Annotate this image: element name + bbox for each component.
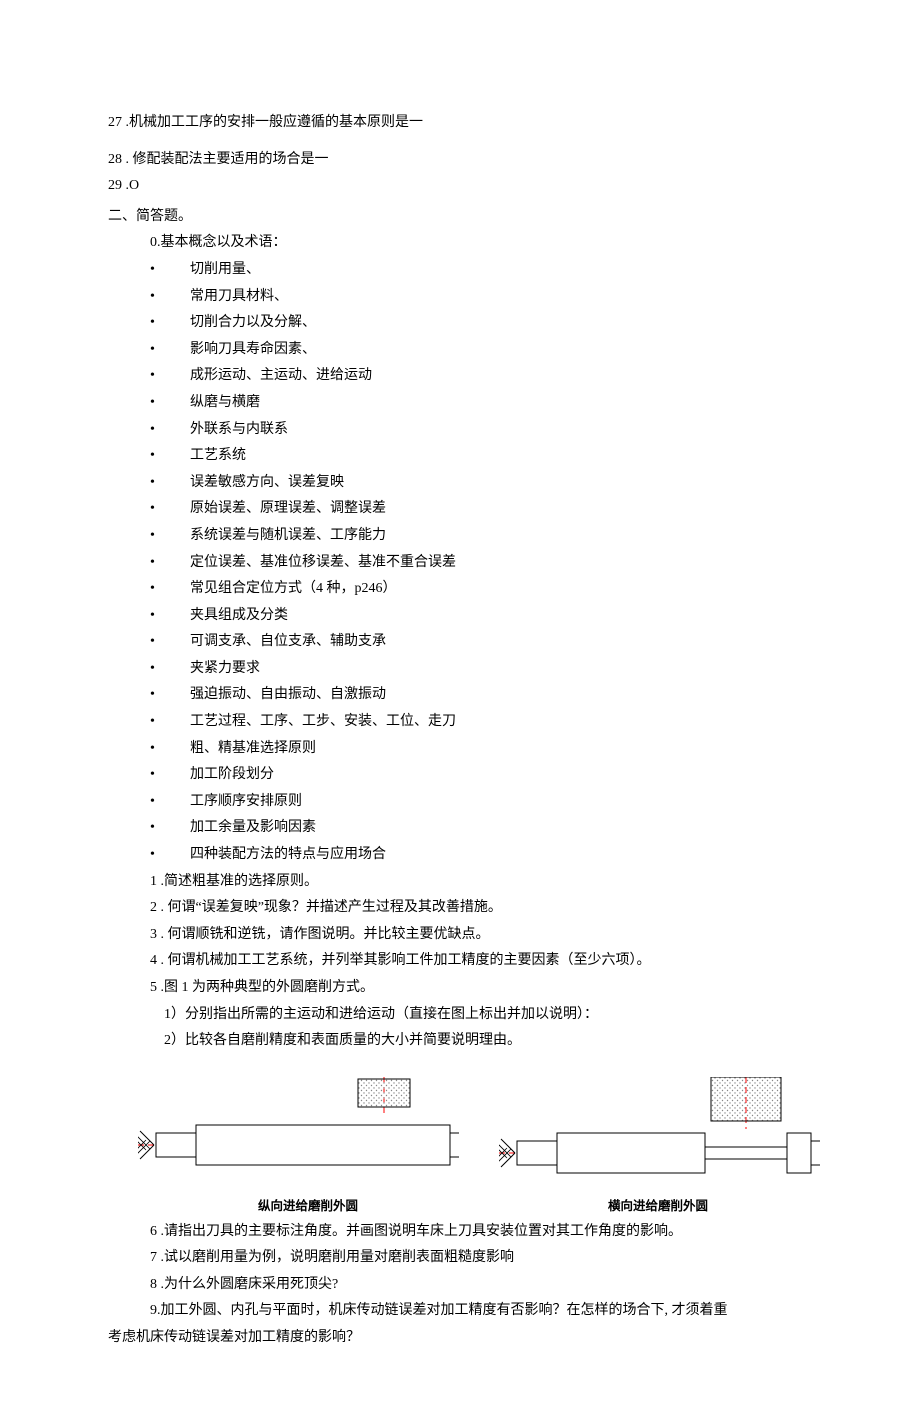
list-item-text: 加工余量及影响因素 xyxy=(190,815,316,842)
document-page: 27 .机械加工工序的安排一般应遵循的基本原则是一 28 . 修配装配法主要适用… xyxy=(0,0,920,1412)
list-item: •外联系与内联系 xyxy=(150,417,820,444)
question-28: 28 . 修配装配法主要适用的场合是一 xyxy=(108,147,820,174)
question-8: 8 .为什么外圆磨床采用死顶尖? xyxy=(150,1272,820,1299)
question-5-sub1: 1）分别指出所需的主运动和进给运动（直接在图上标出并加以说明）： xyxy=(164,1002,820,1029)
bullet-icon: • xyxy=(150,603,190,630)
list-item-text: 四种装配方法的特点与应用场合 xyxy=(190,842,386,869)
bullet-icon: • xyxy=(150,842,190,869)
grinding-diagrams xyxy=(138,1077,820,1187)
bullet-icon: • xyxy=(150,736,190,763)
diagram-captions: 纵向进给磨削外圆 横向进给磨削外圆 xyxy=(108,1195,820,1219)
list-item: •工艺系统 xyxy=(150,443,820,470)
list-item: •强迫振动、自由振动、自激振动 xyxy=(150,682,820,709)
list-item: •夹具组成及分类 xyxy=(150,603,820,630)
bullet-icon: • xyxy=(150,284,190,311)
bullet-icon: • xyxy=(150,310,190,337)
list-item: •粗、精基准选择原则 xyxy=(150,736,820,763)
sub-0-heading: 0.基本概念以及术语： xyxy=(150,230,820,257)
list-item: •原始误差、原理误差、调整误差 xyxy=(150,496,820,523)
list-item-text: 加工阶段划分 xyxy=(190,762,274,789)
list-item-text: 工艺过程、工序、工步、安装、工位、走刀 xyxy=(190,709,456,736)
list-item-text: 工序顺序安排原则 xyxy=(190,789,302,816)
bullet-icon: • xyxy=(150,576,190,603)
list-item-text: 夹具组成及分类 xyxy=(190,603,288,630)
bullet-icon: • xyxy=(150,417,190,444)
bullet-icon: • xyxy=(150,470,190,497)
question-9-line2: 考虑机床传动链误差对加工精度的影响？ xyxy=(108,1325,820,1352)
list-item-text: 强迫振动、自由振动、自激振动 xyxy=(190,682,386,709)
list-item: •系统误差与随机误差、工序能力 xyxy=(150,523,820,550)
bullet-icon: • xyxy=(150,789,190,816)
list-item-text: 常见组合定位方式（4 种，p246） xyxy=(190,576,397,603)
question-5-sub2: 2）比较各自磨削精度和表面质量的大小并简要说明理由。 xyxy=(164,1028,820,1055)
list-item: •夹紧力要求 xyxy=(150,656,820,683)
list-item-text: 误差敏感方向、误差复映 xyxy=(190,470,344,497)
list-item: •加工阶段划分 xyxy=(150,762,820,789)
question-29: 29 .O xyxy=(108,173,820,200)
bullet-icon: • xyxy=(150,363,190,390)
list-item: •常用刀具材料、 xyxy=(150,284,820,311)
question-7: 7 .试以磨削用量为例，说明磨削用量对磨削表面粗糙度影响 xyxy=(150,1245,820,1272)
bullet-icon: • xyxy=(150,629,190,656)
question-3: 3 . 何谓顺铣和逆铣，请作图说明。并比较主要优缺点。 xyxy=(150,922,820,949)
list-item: •切削用量、 xyxy=(150,257,820,284)
list-item: •纵磨与横磨 xyxy=(150,390,820,417)
question-1: 1 .简述粗基准的选择原则。 xyxy=(150,869,820,896)
caption-2: 横向进给磨削外圆 xyxy=(508,1195,808,1219)
transverse-grinding-diagram xyxy=(499,1077,820,1187)
list-item-text: 可调支承、自位支承、辅助支承 xyxy=(190,629,386,656)
caption-1: 纵向进给磨削外圆 xyxy=(108,1195,508,1219)
bullet-icon: • xyxy=(150,656,190,683)
bullet-icon: • xyxy=(150,709,190,736)
list-item-text: 成形运动、主运动、进给运动 xyxy=(190,363,372,390)
list-item-text: 外联系与内联系 xyxy=(190,417,288,444)
list-item-text: 系统误差与随机误差、工序能力 xyxy=(190,523,386,550)
list-item: •可调支承、自位支承、辅助支承 xyxy=(150,629,820,656)
bullet-icon: • xyxy=(150,682,190,709)
list-item: •切削合力以及分解、 xyxy=(150,310,820,337)
list-item: •成形运动、主运动、进给运动 xyxy=(150,363,820,390)
list-item-text: 切削合力以及分解、 xyxy=(190,310,316,337)
list-item: •定位误差、基准位移误差、基准不重合误差 xyxy=(150,550,820,577)
list-item: •误差敏感方向、误差复映 xyxy=(150,470,820,497)
bullet-icon: • xyxy=(150,337,190,364)
list-item-text: 夹紧力要求 xyxy=(190,656,260,683)
list-item-text: 纵磨与横磨 xyxy=(190,390,260,417)
bullet-icon: • xyxy=(150,523,190,550)
list-item-text: 粗、精基准选择原则 xyxy=(190,736,316,763)
longitudinal-grinding-diagram xyxy=(138,1077,459,1177)
list-item-text: 影响刀具寿命因素、 xyxy=(190,337,316,364)
list-item: •影响刀具寿命因素、 xyxy=(150,337,820,364)
question-4: 4 . 何谓机械加工工艺系统，并列举其影响工件加工精度的主要因素（至少六项）。 xyxy=(150,948,820,975)
question-9-line1: 9.加工外圆、内孔与平面时，机床传动链误差对加工精度有否影响？在怎样的场合下, … xyxy=(150,1298,820,1325)
list-item: •常见组合定位方式（4 种，p246） xyxy=(150,576,820,603)
list-item-text: 原始误差、原理误差、调整误差 xyxy=(190,496,386,523)
list-item-text: 切削用量、 xyxy=(190,257,260,284)
bullet-icon: • xyxy=(150,815,190,842)
question-2: 2 . 何谓“误差复映”现象？并描述产生过程及其改善措施。 xyxy=(150,895,820,922)
section-2-title: 二、简答题。 xyxy=(108,204,820,231)
bullet-icon: • xyxy=(150,550,190,577)
question-6: 6 .请指出刀具的主要标注角度。并画图说明车床上刀具安装位置对其工作角度的影响。 xyxy=(150,1219,820,1246)
bullet-icon: • xyxy=(150,762,190,789)
bullet-icon: • xyxy=(150,443,190,470)
list-item: •工序顺序安排原则 xyxy=(150,789,820,816)
question-27: 27 .机械加工工序的安排一般应遵循的基本原则是一 xyxy=(108,110,820,137)
list-item: •工艺过程、工序、工步、安装、工位、走刀 xyxy=(150,709,820,736)
list-item-text: 定位误差、基准位移误差、基准不重合误差 xyxy=(190,550,456,577)
list-item-text: 常用刀具材料、 xyxy=(190,284,288,311)
bullet-icon: • xyxy=(150,496,190,523)
question-5: 5 .图 1 为两种典型的外圆磨削方式。 xyxy=(150,975,820,1002)
concept-bullet-list: •切削用量、 •常用刀具材料、 •切削合力以及分解、 •影响刀具寿命因素、 •成… xyxy=(108,257,820,869)
list-item: •四种装配方法的特点与应用场合 xyxy=(150,842,820,869)
list-item: •加工余量及影响因素 xyxy=(150,815,820,842)
list-item-text: 工艺系统 xyxy=(190,443,246,470)
bullet-icon: • xyxy=(150,257,190,284)
bullet-icon: • xyxy=(150,390,190,417)
